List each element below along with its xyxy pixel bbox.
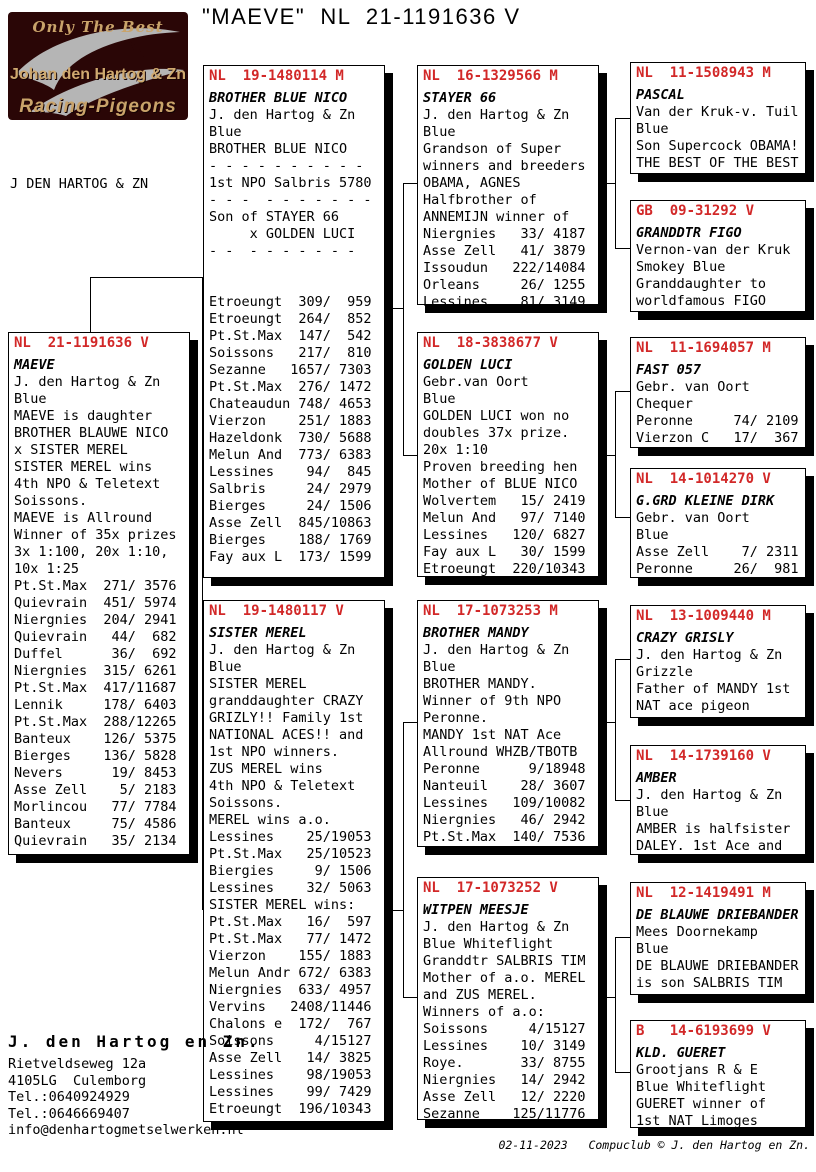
ring-number: NL 18-3838677 V [423, 335, 558, 351]
pigeon-name: DE BLAUWE DRIEBANDER [636, 907, 799, 923]
pigeon-details: J. den Hartog & Zn Blue BROTHER MANDY. W… [423, 642, 586, 845]
box-de-blauwe-driebander: NL 12-1419491 M DE BLAUWE DRIEBANDER Mee… [630, 882, 806, 995]
connector-line [615, 118, 630, 119]
ring-number: NL 12-1419491 M [636, 885, 771, 901]
connector-line [615, 937, 616, 1073]
connector-line [403, 455, 417, 456]
box-amber: NL 14-1739160 V AMBER J. den Hartog & Zn… [630, 745, 806, 855]
connector-line [615, 659, 630, 660]
box-sister-merel: NL 19-1480117 V SISTER MEREL J. den Hart… [203, 600, 385, 1122]
connector-line [615, 391, 616, 518]
connector-line [403, 722, 404, 998]
pigeon-details: J. den Hartog & Zn Grizzle Father of MAN… [636, 647, 791, 714]
box-golden-luci: NL 18-3838677 V GOLDEN LUCI Gebr.van Oor… [417, 332, 599, 577]
ring-number: NL 19-1480117 V [209, 603, 344, 619]
connector-line [403, 183, 404, 456]
logo-subtitle: Racing-Pigeons [19, 96, 177, 117]
address-lines: Rietveldseweg 12a 4105LG Culemborg Tel.:… [8, 1056, 244, 1138]
pigeon-name: CRAZY GRISLY [636, 630, 734, 646]
pigeon-details: Gebr. van Oort Chequer Peronne 74/ 2109 … [636, 379, 799, 446]
page-title: "MAEVE" NL 21-1191636 V [202, 4, 521, 29]
ring-number: GB 09-31292 V [636, 203, 755, 219]
connector-line [403, 183, 417, 184]
address-name: J. den Hartog en Zn. [8, 1032, 261, 1051]
connector-line [615, 517, 630, 518]
ring-number: NL 11-1508943 M [636, 65, 771, 81]
connector-line [393, 308, 403, 309]
ring-number: NL 17-1073252 V [423, 880, 558, 896]
connector-line [403, 997, 417, 998]
ring-number: NL 21-1191636 V [14, 335, 149, 351]
box-maeve: NL 21-1191636 V MAEVE J. den Hartog & Zn… [8, 332, 190, 855]
box-brother-blue-nico: NL 19-1480114 M BROTHER BLUE NICO J. den… [203, 65, 385, 578]
pigeon-details: J. den Hartog & Zn Blue Grandson of Supe… [423, 107, 586, 310]
pigeon-details: Gebr.van Oort Blue GOLDEN LUCI won no do… [423, 374, 586, 577]
ring-number: NL 13-1009440 M [636, 608, 771, 624]
connector-line [403, 722, 417, 723]
connector-line [607, 455, 615, 456]
pigeon-name: MAEVE [14, 357, 55, 373]
pigeon-details: Mees Doornekamp Blue DE BLAUWE DRIEBANDE… [636, 924, 799, 991]
ring-number: NL 17-1073253 M [423, 603, 558, 619]
pigeon-name: BROTHER BLUE NICO [209, 90, 348, 106]
connector-line [615, 659, 616, 801]
ring-number: B 14-6193699 V [636, 1023, 771, 1039]
box-fast-057: NL 11-1694057 M FAST 057 Gebr. van Oort … [630, 337, 806, 448]
pigeon-name: FAST 057 [636, 362, 702, 378]
connector-line [202, 277, 203, 910]
loft-logo: Only The Best Johan den Hartog & Zn Raci… [8, 12, 188, 120]
connector-line [393, 910, 403, 911]
box-g-grd-kleine-dirk: NL 14-1014270 V G.GRD KLEINE DIRK Gebr. … [630, 468, 806, 578]
footer-credit: 02-11-2023 Compuclub © J. den Hartog en … [498, 1138, 810, 1152]
box-kld-gueret: B 14-6193699 V KLD. GUERET Grootjans R &… [630, 1020, 806, 1129]
pigeon-details: Grootjans R & E Blue Whiteflight GUERET … [636, 1062, 767, 1129]
pigeon-name: KLD. GUERET [636, 1045, 726, 1061]
pigeon-name: GOLDEN LUCI [423, 357, 513, 373]
connector-line [615, 118, 616, 249]
pigeon-name: GRANDDTR FIGO [636, 225, 742, 241]
pigeon-details: J. den Hartog & Zn Blue AMBER is halfsis… [636, 787, 791, 854]
pigeon-details: J. den Hartog & Zn Blue Whiteflight Gran… [423, 919, 586, 1122]
ring-number: NL 11-1694057 M [636, 340, 771, 356]
box-pascal: NL 11-1508943 M PASCAL Van der Kruk-v. T… [630, 62, 806, 174]
pigeon-details: J. den Hartog & Zn Blue BROTHER BLUE NIC… [209, 107, 372, 565]
connector-line [615, 248, 630, 249]
pigeon-details: J. den Hartog & Zn Blue SISTER MEREL gra… [209, 642, 372, 1117]
ring-number: NL 14-1014270 V [636, 471, 771, 487]
connector-line [607, 997, 615, 998]
box-brother-mandy: NL 17-1073253 M BROTHER MANDY J. den Har… [417, 600, 599, 847]
pigeon-name: WITPEN MEESJE [423, 902, 529, 918]
pigeon-name: AMBER [636, 770, 677, 786]
pigeon-details: J. den Hartog & Zn Blue MAEVE is daughte… [14, 374, 177, 849]
connector-line [90, 277, 91, 332]
connector-line [615, 800, 630, 801]
connector-line [607, 183, 615, 184]
pigeon-name: SISTER MEREL [209, 625, 307, 641]
pigeon-details: Gebr. van Oort Blue Asse Zell 7/ 2311 Pe… [636, 510, 799, 577]
pigeon-details: Van der Kruk-v. Tuil Blue Son Supercock … [636, 104, 799, 171]
swoosh-graphic [16, 28, 184, 116]
connector-line [607, 722, 615, 723]
connector-line [615, 391, 630, 392]
ring-number: NL 16-1329566 M [423, 68, 558, 84]
logo-loft-name: Johan den Hartog & Zn [10, 66, 186, 83]
box-crazy-grisly: NL 13-1009440 M CRAZY GRISLY J. den Hart… [630, 605, 806, 718]
ring-number: NL 14-1739160 V [636, 748, 771, 764]
ring-number: NL 19-1480114 M [209, 68, 344, 84]
box-granddtr-figo: GB 09-31292 V GRANDDTR FIGO Vernon-van d… [630, 200, 806, 312]
box-witpen-meesje: NL 17-1073252 V WITPEN MEESJE J. den Har… [417, 877, 599, 1122]
connector-line [615, 937, 630, 938]
owner-label: J DEN HARTOG & ZN [10, 176, 149, 192]
connector-line [615, 1072, 630, 1073]
box-stayer-66: NL 16-1329566 M STAYER 66 J. den Hartog … [417, 65, 599, 310]
pigeon-name: G.GRD KLEINE DIRK [636, 493, 775, 509]
connector-line [90, 277, 203, 278]
pigeon-details: Vernon-van der Kruk Smokey Blue Granddau… [636, 242, 791, 309]
pigeon-name: BROTHER MANDY [423, 625, 529, 641]
pigeon-name: STAYER 66 [423, 90, 497, 106]
logo-tagline: Only The Best [32, 18, 164, 36]
pigeon-name: PASCAL [636, 87, 685, 103]
